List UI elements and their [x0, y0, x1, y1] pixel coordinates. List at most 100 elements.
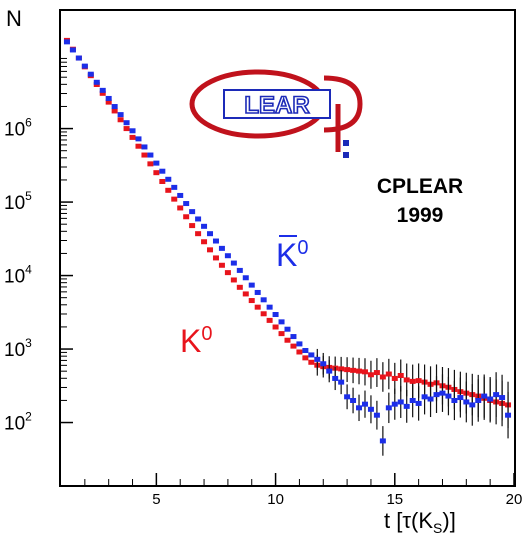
k0bar-point	[451, 380, 458, 421]
k0-point	[117, 117, 124, 123]
k0-point	[272, 324, 279, 330]
k0-point	[147, 161, 154, 167]
k0bar-point	[439, 374, 446, 412]
k0-point	[290, 343, 297, 349]
k0bar-point	[457, 377, 464, 418]
svg-text:K0: K0	[276, 237, 308, 273]
k0bar-point	[493, 372, 500, 418]
x-tick-label: 10	[267, 491, 284, 508]
k0-point	[135, 143, 142, 149]
y-tick-label: 102	[4, 410, 32, 435]
logo-text-box	[223, 89, 331, 119]
k0-point	[344, 357, 351, 383]
k0-point	[236, 284, 243, 290]
k0-point	[284, 337, 291, 343]
k0bar-point	[260, 297, 267, 303]
k0bar-point	[469, 384, 476, 426]
k0bar-point	[93, 79, 100, 85]
data-points	[63, 37, 512, 456]
logo-dot	[343, 140, 349, 146]
k0bar-point	[350, 387, 357, 414]
k0bar-point	[135, 136, 142, 142]
k0bar-point	[218, 245, 225, 251]
k0bar-point	[230, 260, 237, 266]
k0-point	[361, 358, 368, 386]
k0bar-point	[284, 326, 291, 332]
k0bar-point	[499, 374, 506, 421]
k0bar-point	[123, 120, 130, 126]
k0bar-point	[242, 275, 249, 281]
k0-point	[159, 178, 166, 184]
x-axis-label: t [τ(KS)]	[384, 508, 456, 536]
k0-point	[224, 270, 231, 276]
k0bar-point	[421, 379, 428, 415]
k0bar-label: K0	[276, 235, 308, 273]
k0-point	[183, 214, 190, 220]
plot-frame	[59, 9, 516, 487]
annotation-line-1: CPLEAR	[377, 175, 463, 198]
k0bar-point	[236, 267, 243, 273]
k0bar-point	[99, 87, 106, 93]
y-tick-label: 106	[4, 116, 32, 141]
k0bar-point	[290, 334, 297, 340]
y-tick-label: 103	[4, 336, 32, 361]
k0bar-point	[475, 379, 482, 422]
k0bar-point	[433, 376, 440, 414]
k0bar-point	[338, 370, 345, 395]
k0bar-point	[344, 384, 351, 410]
k0bar-point	[105, 95, 112, 101]
k0bar-point	[391, 388, 398, 420]
k0bar-point	[183, 201, 190, 207]
k0-point	[260, 311, 267, 317]
k0bar-point	[505, 391, 512, 439]
k0-point	[141, 152, 148, 158]
k0bar-point	[266, 304, 273, 310]
k0-point	[278, 331, 285, 337]
k0bar-point	[320, 352, 327, 375]
lear-logo: LEAR	[189, 69, 363, 158]
k0bar-point	[159, 168, 166, 174]
k0bar-point	[356, 394, 363, 422]
k0bar-point	[189, 209, 196, 215]
y-tick-label: 105	[4, 189, 32, 214]
k0-point	[129, 134, 136, 140]
x-tick-label: 20	[506, 491, 523, 508]
k0bar-point	[177, 192, 184, 198]
k0bar-point	[69, 47, 76, 53]
y-axis-label: N	[6, 6, 22, 31]
k0-point	[165, 187, 172, 193]
k0bar-point	[326, 359, 333, 383]
k0bar-point	[171, 184, 178, 190]
k0bar-point	[224, 253, 231, 259]
k0bar-point	[248, 282, 255, 288]
k0-point	[373, 358, 380, 387]
k0-point	[230, 277, 237, 283]
k0-point	[350, 357, 357, 384]
k0bar-point	[379, 426, 386, 456]
k0-point	[266, 317, 273, 323]
k0bar-point	[117, 112, 124, 118]
k0-point	[153, 170, 160, 176]
k0-point	[379, 362, 386, 392]
k0-point	[111, 108, 118, 114]
axis-ticks: 5 10 15 20 102 103 104 105 106	[4, 57, 523, 508]
k0bar-point	[415, 386, 422, 421]
k0-point	[248, 298, 255, 304]
k0-point	[254, 304, 261, 310]
k0-point	[367, 360, 374, 389]
k0bar-point	[409, 383, 416, 418]
k0bar-point	[272, 312, 279, 318]
k0-point	[207, 247, 214, 253]
k0bar-point	[487, 377, 494, 422]
k0bar-point	[75, 55, 82, 61]
k0-point	[296, 349, 303, 355]
k0-point	[171, 196, 178, 202]
k0bar-point	[308, 352, 315, 358]
k0-point	[195, 231, 202, 237]
k0bar-point	[141, 144, 148, 150]
logo-p-bow	[323, 75, 363, 133]
k0bar-point	[332, 366, 339, 391]
k0-label: K0	[180, 323, 212, 359]
k0bar-point	[153, 160, 160, 166]
